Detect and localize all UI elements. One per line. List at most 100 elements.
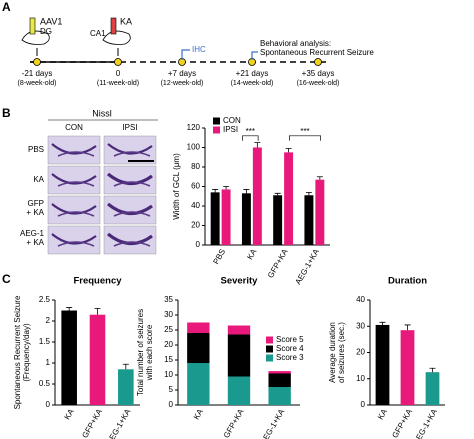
bar-segment — [227, 334, 251, 377]
gcl-shape — [106, 232, 153, 246]
gcl-shape — [51, 233, 97, 245]
error-bar — [404, 324, 411, 331]
nissl-image — [47, 165, 101, 195]
gcl-shape — [57, 241, 95, 247]
legend-label: Score 5 — [276, 335, 304, 344]
gcl-shape — [51, 203, 97, 215]
row-label: + KA — [26, 208, 44, 217]
y-tick-label: 20 — [191, 221, 200, 230]
row-label: KA — [33, 175, 44, 184]
y-tick-label: 120 — [187, 123, 201, 132]
x-tick-label: KA — [63, 407, 76, 421]
y-axis-label: (Frequency/day) — [22, 323, 31, 382]
y-tick-label: 60 — [191, 182, 200, 191]
x-tick-label: AEG-1+KA — [259, 407, 287, 439]
bar-segment — [187, 322, 210, 333]
y-axis-label: Total number of seizures — [136, 309, 145, 396]
x-tick-label: GFP+KA — [80, 407, 104, 439]
y-tick-label: 80 — [191, 162, 200, 171]
legend-swatch — [266, 345, 273, 353]
row-label: + KA — [26, 238, 44, 247]
day-label: +21 days — [236, 69, 269, 78]
bar-segment — [187, 363, 210, 405]
gcl-shape — [57, 211, 95, 217]
y-tick-label: 5 — [169, 385, 174, 394]
bar — [315, 179, 325, 245]
arrow — [251, 51, 258, 60]
row-label: GFP — [28, 199, 44, 208]
syringe-icon — [29, 17, 36, 35]
bar-segment — [227, 325, 251, 335]
label: KA — [120, 16, 132, 26]
label: Spontaneous Recurrent Seizure — [260, 48, 374, 57]
legend-swatch — [266, 336, 273, 344]
y-tick-label: 2 — [46, 316, 51, 325]
nissl-image — [103, 135, 157, 165]
x-tick-label: KA — [192, 407, 205, 421]
legend-label: CON — [223, 116, 241, 125]
timepoint — [114, 58, 122, 66]
significance-bracket — [242, 135, 259, 141]
column-label: IPSI — [122, 123, 137, 132]
nissl-panel: Nissl CON IPSI PBS KA GFP + KA AEG-1 + K… — [20, 108, 158, 255]
y-tick-label: 15 — [164, 355, 173, 364]
y-tick-label: 0 — [361, 400, 366, 409]
age-label: (8-week-old) — [18, 80, 57, 87]
bar-segment — [227, 376, 251, 405]
gcl-shape — [106, 172, 153, 186]
legend-label: Score 3 — [276, 353, 304, 362]
bar-segment — [268, 371, 291, 374]
legend-swatch — [266, 354, 273, 362]
y-tick-label: 100 — [187, 143, 201, 152]
day-label: -21 days — [22, 69, 53, 78]
label: AAV1 — [40, 16, 62, 26]
y-tick-label: 0 — [169, 400, 174, 409]
row-label: PBS — [28, 145, 44, 154]
timepoint — [33, 58, 41, 66]
label: Behavioral analysis: — [260, 39, 331, 48]
day-label: 0 — [116, 69, 121, 78]
y-tick-label: 25 — [164, 325, 173, 334]
label: CA1 — [90, 29, 106, 38]
y-tick-label: 0 — [46, 400, 51, 409]
legend-label: Score 4 — [276, 344, 304, 353]
x-tick-label: AEG-1+KA — [105, 407, 133, 439]
y-tick-label: 0.5 — [39, 379, 51, 388]
syringe-icon — [110, 17, 117, 35]
y-axis-label: of seizures (sec.) — [337, 322, 346, 383]
error-bar — [212, 189, 219, 193]
y-tick-label: 2.5 — [39, 295, 51, 304]
bar — [118, 369, 134, 405]
y-tick-label: 20 — [164, 340, 173, 349]
bar-segment — [268, 387, 291, 405]
bar-segment — [268, 373, 291, 387]
y-tick-label: 10 — [356, 374, 365, 383]
panel-label: B — [2, 106, 11, 120]
x-tick-label: GFP+KA — [222, 407, 246, 439]
y-axis-label: Width of GCL (μm) — [172, 153, 181, 220]
age-label: (16-week-old) — [297, 80, 340, 87]
gcl-shape — [113, 241, 151, 247]
bar — [61, 310, 77, 405]
x-tick-label: KA — [376, 407, 389, 421]
error-bar — [305, 191, 312, 196]
significance-label: *** — [0, 0, 5, 4]
chart-title: Severity — [221, 276, 259, 287]
significance-label: *** — [0, 0, 5, 4]
gcl-shape — [57, 181, 95, 187]
age-label: (11-week-old) — [97, 80, 139, 87]
bar — [425, 372, 440, 405]
chart-title: Duration — [388, 276, 427, 287]
error-bar — [254, 142, 261, 148]
x-tick-label: GFP+KA — [390, 407, 414, 439]
nissl-image — [47, 195, 101, 225]
bar — [400, 330, 415, 405]
nissl-image — [47, 225, 101, 255]
bar — [284, 152, 294, 245]
y-tick-label: 1 — [46, 358, 51, 367]
bar — [304, 195, 314, 245]
panel-label: A — [2, 0, 11, 14]
error-bar — [316, 176, 323, 180]
bar — [375, 324, 390, 405]
